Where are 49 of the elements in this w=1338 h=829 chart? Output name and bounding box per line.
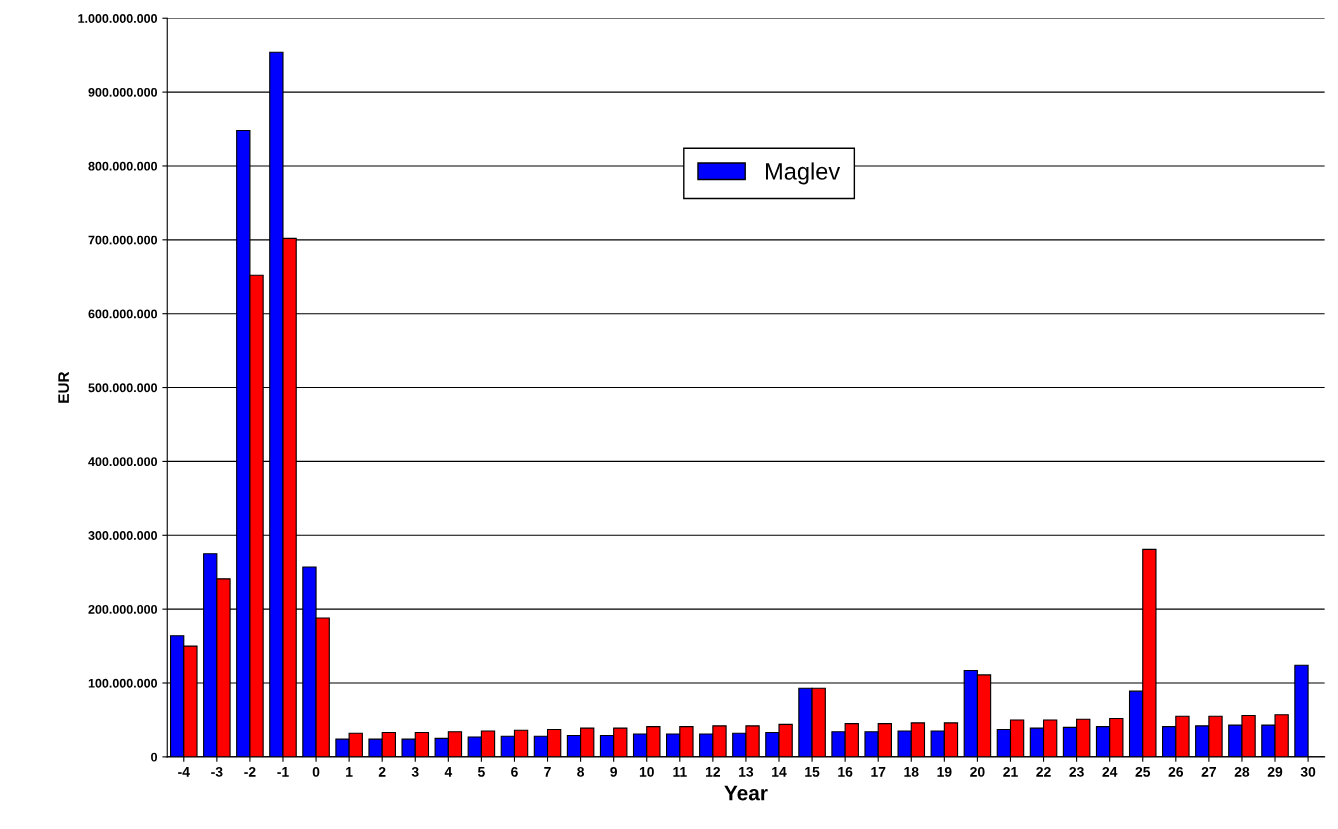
x-tick-label: 10	[639, 766, 654, 777]
y-tick-label: 600.000.000	[88, 309, 158, 319]
y-tick-label: 100.000.000	[88, 678, 158, 688]
y-axis-title: EUR	[58, 371, 70, 403]
y-tick-label: 0	[151, 752, 158, 762]
x-tick-label: 19	[937, 766, 952, 777]
x-tick-label: 13	[739, 766, 754, 777]
x-tick-label: 23	[1069, 766, 1084, 777]
x-tick-label: 28	[1234, 766, 1250, 777]
x-tick-label: 7	[544, 767, 551, 777]
x-tick-label: -4	[178, 767, 190, 777]
x-tick-label: 27	[1201, 766, 1216, 777]
x-tick-label: 9	[610, 766, 618, 777]
x-tick-label: -1	[277, 767, 289, 777]
x-axis-title: Year	[724, 785, 768, 801]
x-tick-label: 3	[411, 766, 419, 777]
y-tick-label: 1.000.000.000	[78, 14, 158, 23]
y-tick-label: 900.000.000	[88, 87, 158, 97]
x-tick-label: 22	[1036, 766, 1051, 777]
x-tick-label: 25	[1135, 766, 1151, 777]
x-tick-label: 0	[312, 766, 320, 777]
y-tick-label: 800.000.000	[88, 161, 158, 171]
x-tick-label: 4	[444, 767, 453, 777]
x-tick-label: 17	[871, 767, 886, 777]
x-tick-label: 29	[1267, 766, 1283, 777]
x-tick-label: 24	[1102, 766, 1118, 777]
y-tick-label: 700.000.000	[88, 235, 158, 245]
x-tick-label: 21	[1003, 766, 1018, 777]
x-tick-label: 5	[477, 767, 485, 777]
legend-label: Maglev	[766, 162, 841, 185]
x-tick-label: 11	[673, 767, 687, 777]
x-tick-label: 1	[346, 767, 353, 777]
x-tick-label: 8	[577, 766, 585, 777]
y-tick-label: 500.000.000	[88, 383, 158, 393]
x-tick-label: 15	[805, 767, 820, 777]
x-tick-label: -3	[211, 766, 223, 777]
x-tick-label: 30	[1300, 766, 1316, 777]
y-tick-label: 200.000.000	[88, 604, 158, 614]
x-tick-label: 6	[511, 766, 518, 777]
x-tick-label: 18	[904, 766, 919, 777]
x-tick-label: 26	[1168, 766, 1184, 777]
x-tick-label: 12	[706, 766, 721, 777]
x-tick-label: 20	[970, 766, 985, 777]
x-tick-label: 16	[838, 766, 853, 777]
x-tick-label: 2	[378, 766, 386, 777]
x-tick-label: 14	[772, 767, 787, 777]
y-tick-label: 300.000.000	[88, 531, 158, 540]
x-tick-label: -2	[244, 766, 256, 777]
y-tick-label: 400.000.000	[88, 457, 158, 467]
